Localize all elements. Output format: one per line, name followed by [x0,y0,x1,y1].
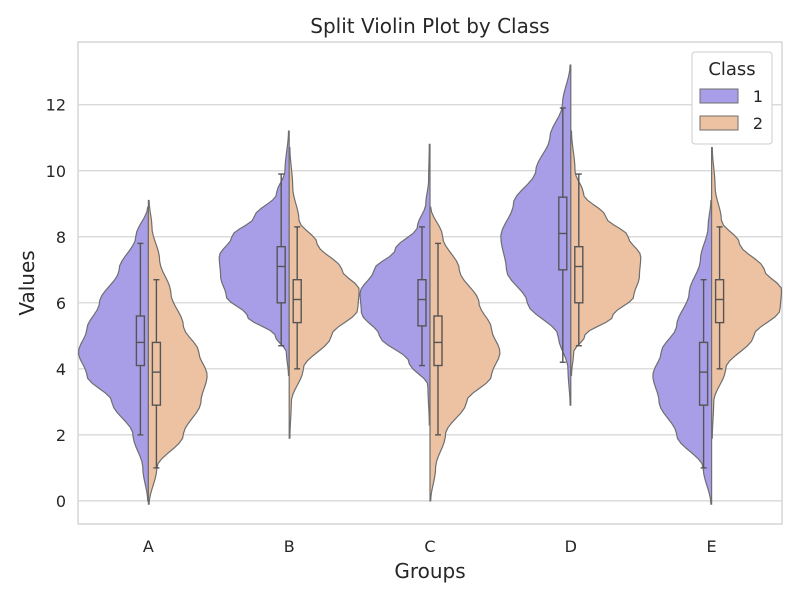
iqr-box [433,315,443,367]
chart-title: Split Violin Plot by Class [310,14,549,38]
violin-A-class-2 [147,199,208,505]
iqr-box [574,245,584,304]
x-tick-label: A [143,537,154,556]
violin-B-class-1 [218,130,290,377]
y-tick-label: 0 [56,492,66,511]
y-tick-label: 2 [56,426,66,445]
iqr-box [151,341,162,406]
box-plots [135,107,725,469]
violin-E-class-1 [652,199,713,505]
box-E-class-2 [714,226,725,370]
violin-C-class-1 [359,143,431,426]
iqr-box [417,278,427,327]
y-tick-label: 4 [56,360,66,379]
y-tick-label: 12 [46,96,66,115]
legend-title: Class [708,59,755,80]
y-tick-label: 6 [56,294,66,313]
violin-D-class-2 [570,130,642,377]
box-C-class-2 [433,242,443,436]
iqr-box [698,341,709,406]
x-tick-label: E [707,537,717,556]
violins [77,64,783,505]
legend-label-class-1: 1 [753,87,763,106]
y-tick-label: 10 [46,162,66,181]
box-C-class-1 [417,226,427,367]
legend-swatch-class-2 [699,115,739,131]
violin-A-class-1 [77,206,149,502]
y-tick-labels: 0 2 4 6 8 10 12 [46,96,66,511]
violin-E-class-2 [711,147,783,439]
y-tick-label: 8 [56,228,66,247]
x-axis-label: Groups [394,559,465,583]
box-A-class-1 [135,242,146,436]
legend-swatch-class-1 [699,88,739,104]
x-tick-labels: A B C D E [143,537,717,556]
x-tick-label: B [284,537,295,556]
box-B-class-1 [276,173,286,347]
iqr-box [135,315,146,367]
x-tick-label: C [424,537,435,556]
box-B-class-2 [292,226,302,370]
y-axis-label: Values [15,250,39,315]
x-tick-label: D [565,537,577,556]
box-D-class-1 [558,107,568,363]
iqr-box [276,245,286,304]
box-E-class-1 [698,278,709,469]
iqr-box [714,278,725,324]
violin-B-class-2 [288,147,360,439]
box-D-class-2 [574,173,584,347]
box-A-class-2 [151,278,162,469]
legend-label-class-2: 2 [753,114,763,133]
legend: Class 1 2 [691,51,773,145]
violin-C-class-2 [429,206,501,502]
iqr-box [292,278,302,324]
